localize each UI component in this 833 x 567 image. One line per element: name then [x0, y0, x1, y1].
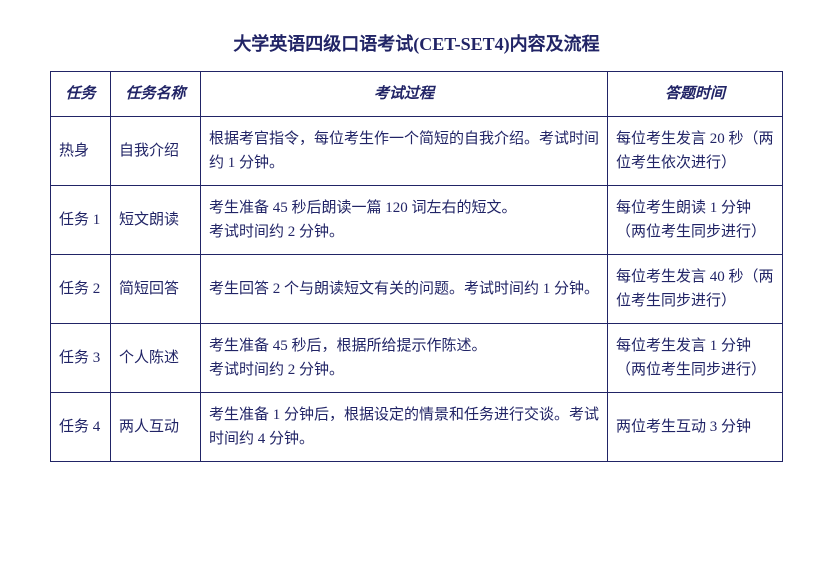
cell-task: 热身	[51, 117, 111, 186]
header-name: 任务名称	[111, 72, 201, 117]
header-timing: 答题时间	[608, 72, 783, 117]
cell-process: 考生准备 45 秒后，根据所给提示作陈述。考试时间约 2 分钟。	[201, 324, 608, 393]
page-title: 大学英语四级口语考试(CET-SET4)内容及流程	[50, 30, 783, 56]
cell-name: 短文朗读	[111, 186, 201, 255]
cell-timing: 每位考生朗读 1 分钟（两位考生同步进行）	[608, 186, 783, 255]
cell-process: 考生准备 45 秒后朗读一篇 120 词左右的短文。考试时间约 2 分钟。	[201, 186, 608, 255]
cell-name: 个人陈述	[111, 324, 201, 393]
cell-timing: 每位考生发言 40 秒（两位考生同步进行）	[608, 255, 783, 324]
table-row: 热身自我介绍根据考官指令，每位考生作一个简短的自我介绍。考试时间约 1 分钟。每…	[51, 117, 783, 186]
table-row: 任务 2简短回答考生回答 2 个与朗读短文有关的问题。考试时间约 1 分钟。每位…	[51, 255, 783, 324]
cell-timing: 每位考生发言 20 秒（两位考生依次进行）	[608, 117, 783, 186]
cell-timing: 两位考生互动 3 分钟	[608, 393, 783, 462]
cell-process: 考生准备 1 分钟后，根据设定的情景和任务进行交谈。考试时间约 4 分钟。	[201, 393, 608, 462]
header-process: 考试过程	[201, 72, 608, 117]
cell-name: 自我介绍	[111, 117, 201, 186]
table-body: 热身自我介绍根据考官指令，每位考生作一个简短的自我介绍。考试时间约 1 分钟。每…	[51, 117, 783, 462]
table-row: 任务 4两人互动考生准备 1 分钟后，根据设定的情景和任务进行交谈。考试时间约 …	[51, 393, 783, 462]
cell-process: 根据考官指令，每位考生作一个简短的自我介绍。考试时间约 1 分钟。	[201, 117, 608, 186]
cell-task: 任务 1	[51, 186, 111, 255]
cell-name: 简短回答	[111, 255, 201, 324]
table-header-row: 任务 任务名称 考试过程 答题时间	[51, 72, 783, 117]
cell-task: 任务 4	[51, 393, 111, 462]
exam-table: 任务 任务名称 考试过程 答题时间 热身自我介绍根据考官指令，每位考生作一个简短…	[50, 71, 783, 462]
cell-task: 任务 3	[51, 324, 111, 393]
cell-task: 任务 2	[51, 255, 111, 324]
cell-timing: 每位考生发言 1 分钟（两位考生同步进行）	[608, 324, 783, 393]
table-row: 任务 3个人陈述考生准备 45 秒后，根据所给提示作陈述。考试时间约 2 分钟。…	[51, 324, 783, 393]
header-task: 任务	[51, 72, 111, 117]
cell-process: 考生回答 2 个与朗读短文有关的问题。考试时间约 1 分钟。	[201, 255, 608, 324]
cell-name: 两人互动	[111, 393, 201, 462]
table-row: 任务 1短文朗读考生准备 45 秒后朗读一篇 120 词左右的短文。考试时间约 …	[51, 186, 783, 255]
